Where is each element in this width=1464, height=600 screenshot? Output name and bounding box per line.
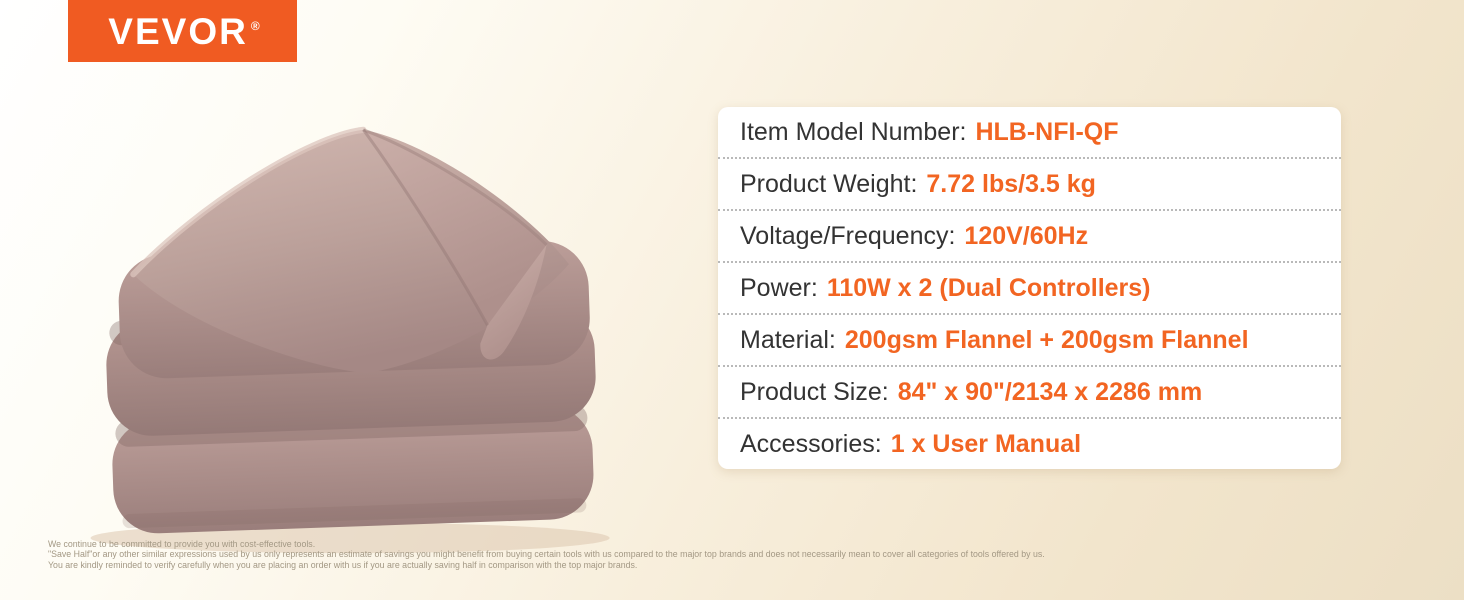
spec-row-size: Product Size: 84" x 90"/2134 x 2286 mm — [718, 365, 1341, 417]
spec-value: 1 x User Manual — [890, 429, 1082, 458]
spec-row-material: Material: 200gsm Flannel + 200gsm Flanne… — [718, 313, 1341, 365]
disclaimer-line-2: "Save Half"or any other similar expressi… — [48, 549, 1045, 560]
disclaimer-line-1: We continue to be committed to provide y… — [48, 539, 316, 549]
spec-label: Item Model Number: — [740, 117, 967, 146]
disclaimer-text: We continue to be committed to provide y… — [48, 539, 1098, 570]
spec-row-power: Power: 110W x 2 (Dual Controllers) — [718, 261, 1341, 313]
spec-label: Product Size: — [740, 377, 889, 406]
vevor-logo-badge: VEVOR ® — [68, 0, 297, 62]
spec-value: 7.72 lbs/3.5 kg — [926, 169, 1096, 198]
spec-label: Power: — [740, 273, 818, 302]
spec-value: 200gsm Flannel + 200gsm Flannel — [844, 325, 1249, 354]
spec-value: 120V/60Hz — [964, 221, 1089, 250]
spec-label: Voltage/Frequency: — [740, 221, 956, 250]
spec-value: HLB-NFI-QF — [975, 117, 1119, 146]
spec-row-weight: Product Weight: 7.72 lbs/3.5 kg — [718, 157, 1341, 209]
spec-value: 110W x 2 (Dual Controllers) — [826, 273, 1151, 302]
disclaimer-line-3: You are kindly reminded to verify carefu… — [48, 559, 638, 570]
spec-row-voltage: Voltage/Frequency: 120V/60Hz — [718, 209, 1341, 261]
registered-trademark-symbol: ® — [250, 18, 260, 33]
vevor-logo-text: VEVOR ® — [108, 10, 260, 52]
spec-row-accessories: Accessories: 1 x User Manual — [718, 417, 1341, 469]
spec-row-model: Item Model Number: HLB-NFI-QF — [718, 107, 1341, 157]
product-photo-blanket-stack — [90, 126, 610, 554]
spec-label: Material: — [740, 325, 836, 354]
spec-value: 84" x 90"/2134 x 2286 mm — [897, 377, 1203, 406]
spec-label: Accessories: — [740, 429, 882, 458]
spec-label: Product Weight: — [740, 169, 918, 198]
spec-panel: Item Model Number: HLB-NFI-QF Product We… — [718, 107, 1341, 469]
